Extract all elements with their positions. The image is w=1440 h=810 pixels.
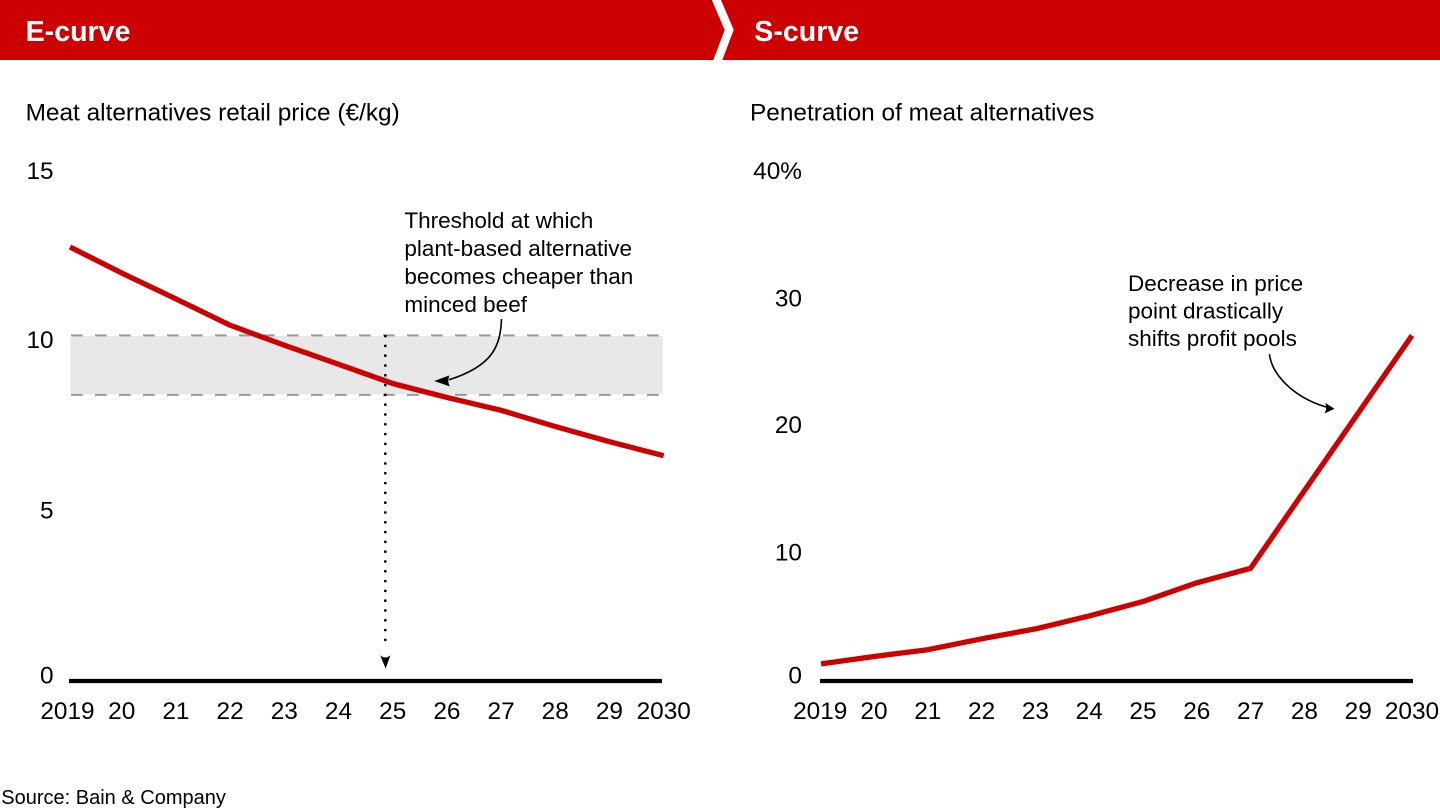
svg-text:27: 27 [488, 698, 515, 725]
svg-text:29: 29 [1345, 698, 1372, 725]
svg-text:2019: 2019 [793, 698, 847, 725]
svg-text:15: 15 [26, 158, 53, 185]
svg-text:Threshold at which: Threshold at which [404, 208, 593, 233]
svg-text:29: 29 [596, 698, 623, 725]
svg-text:Meat alternatives retail price: Meat alternatives retail price (€/kg) [26, 99, 400, 126]
svg-text:2030: 2030 [637, 698, 691, 725]
svg-text:22: 22 [217, 698, 244, 725]
svg-text:Penetration of meat alternativ: Penetration of meat alternatives [750, 99, 1094, 126]
svg-text:plant-based alternative: plant-based alternative [404, 236, 632, 261]
svg-text:26: 26 [1183, 698, 1210, 725]
svg-text:21: 21 [914, 698, 941, 725]
svg-text:23: 23 [271, 698, 298, 725]
svg-text:25: 25 [379, 698, 406, 725]
svg-text:Decrease in price: Decrease in price [1128, 271, 1303, 296]
svg-text:23: 23 [1022, 698, 1049, 725]
svg-text:27: 27 [1237, 698, 1264, 725]
svg-text:22: 22 [968, 698, 995, 725]
svg-text:20: 20 [775, 412, 802, 439]
svg-text:2019: 2019 [40, 698, 94, 725]
svg-text:minced beef: minced beef [404, 292, 527, 317]
svg-text:becomes cheaper than: becomes cheaper than [404, 264, 633, 289]
svg-text:E-curve: E-curve [26, 16, 131, 48]
svg-text:40%: 40% [753, 158, 802, 185]
svg-text:28: 28 [1291, 698, 1318, 725]
svg-text:0: 0 [788, 663, 802, 690]
svg-text:point drastically: point drastically [1128, 298, 1284, 323]
svg-text:30: 30 [775, 286, 802, 313]
svg-text:20: 20 [860, 698, 887, 725]
svg-text:25: 25 [1129, 698, 1156, 725]
svg-text:Source: Bain & Company: Source: Bain & Company [1, 787, 226, 809]
svg-text:24: 24 [325, 698, 352, 725]
svg-text:S-curve: S-curve [754, 16, 859, 48]
svg-text:20: 20 [108, 698, 135, 725]
svg-text:2030: 2030 [1385, 698, 1439, 725]
svg-text:0: 0 [40, 663, 54, 690]
svg-text:10: 10 [26, 327, 53, 354]
svg-text:5: 5 [40, 497, 54, 524]
svg-text:shifts profit pools: shifts profit pools [1128, 326, 1297, 351]
svg-text:24: 24 [1076, 698, 1103, 725]
svg-text:26: 26 [433, 698, 460, 725]
svg-text:10: 10 [775, 540, 802, 567]
svg-text:28: 28 [542, 698, 569, 725]
svg-text:21: 21 [162, 698, 189, 725]
